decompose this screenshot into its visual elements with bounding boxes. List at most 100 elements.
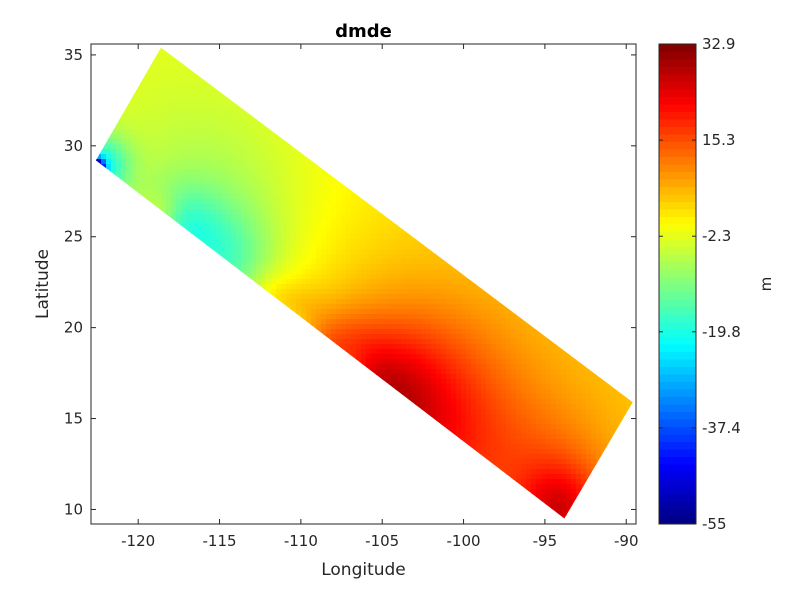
field-cell <box>271 204 277 210</box>
field-cell <box>276 219 282 225</box>
field-cell <box>411 254 417 260</box>
field-cell <box>356 249 362 255</box>
field-cell <box>416 239 422 245</box>
field-cell <box>366 234 372 240</box>
field-cell <box>171 144 177 150</box>
field-cell <box>266 184 272 190</box>
field-cell <box>151 139 157 145</box>
field-cell <box>256 124 262 130</box>
field-cell <box>201 99 207 105</box>
field-cell <box>356 209 362 215</box>
field-cell <box>186 204 192 210</box>
field-cell <box>181 179 187 185</box>
field-cell <box>181 99 187 105</box>
field-cell <box>181 74 187 80</box>
field-cell <box>156 179 162 185</box>
field-cell <box>131 104 137 110</box>
field-cell <box>221 209 227 215</box>
field-cell <box>316 169 322 175</box>
field-cell <box>196 89 202 95</box>
field-cell <box>241 119 247 125</box>
field-cell <box>376 269 382 275</box>
field-cell <box>171 174 177 180</box>
field-cell <box>221 114 227 120</box>
field-cell <box>161 144 167 150</box>
field-cell <box>331 179 337 185</box>
field-cell <box>166 169 172 175</box>
field-cell <box>136 159 142 165</box>
field-cell <box>391 234 397 240</box>
field-cell <box>431 259 437 265</box>
field-cell <box>216 219 222 225</box>
field-cell <box>396 239 402 245</box>
field-cell <box>256 204 262 210</box>
field-cell <box>371 214 377 220</box>
field-cell <box>281 144 287 150</box>
field-cell <box>266 199 272 205</box>
field-cell <box>151 94 157 100</box>
field-cell <box>316 164 322 170</box>
field-cell <box>216 234 222 240</box>
field-cell <box>306 169 312 175</box>
field-cell <box>141 109 147 115</box>
field-cell <box>146 84 152 90</box>
field-cell <box>231 164 237 170</box>
field-cell <box>416 264 422 270</box>
field-cell <box>336 179 342 185</box>
field-cell <box>116 174 122 180</box>
field-cell <box>161 149 167 155</box>
field-cell <box>236 159 242 165</box>
field-cell <box>196 104 202 110</box>
field-cell <box>216 89 222 95</box>
field-cell <box>111 134 117 140</box>
field-cell <box>146 159 152 165</box>
field-cell <box>281 204 287 210</box>
field-cell <box>221 174 227 180</box>
field-cell <box>281 194 287 200</box>
field-cell <box>171 59 177 65</box>
field-cell <box>196 234 202 240</box>
field-cell <box>256 154 262 160</box>
field-cell <box>116 119 122 125</box>
field-cell <box>176 89 182 95</box>
field-cell <box>196 129 202 135</box>
field-cell <box>236 239 242 245</box>
field-cell <box>261 269 267 275</box>
field-cell <box>121 169 127 175</box>
field-cell <box>241 154 247 160</box>
field-cell <box>161 164 167 170</box>
field-cell <box>366 264 372 270</box>
field-cell <box>291 164 297 170</box>
field-cell <box>311 164 317 170</box>
field-cell <box>141 129 147 135</box>
field-cell <box>201 124 207 130</box>
field-cell <box>271 159 277 165</box>
field-cell <box>166 174 172 180</box>
field-cell <box>196 94 202 100</box>
field-cell <box>201 134 207 140</box>
field-cell <box>281 154 287 160</box>
field-cell <box>151 69 157 75</box>
field-cell <box>396 234 402 240</box>
field-cell <box>116 169 122 175</box>
field-cell <box>271 239 277 245</box>
field-cell <box>246 199 252 205</box>
field-cell <box>191 154 197 160</box>
field-cell <box>171 79 177 85</box>
field-cell <box>246 214 252 220</box>
field-cell <box>411 264 417 270</box>
field-cell <box>146 189 152 195</box>
field-cell <box>186 129 192 135</box>
field-cell <box>296 169 302 175</box>
field-cell <box>156 49 162 55</box>
field-cell <box>311 269 317 275</box>
field-cell <box>246 194 252 200</box>
field-cell <box>231 159 237 165</box>
field-cell <box>321 264 327 270</box>
field-cell <box>161 179 167 185</box>
field-cell <box>196 224 202 230</box>
field-cell <box>186 79 192 85</box>
field-cell <box>301 224 307 230</box>
field-cell <box>216 119 222 125</box>
field-cell <box>236 219 242 225</box>
